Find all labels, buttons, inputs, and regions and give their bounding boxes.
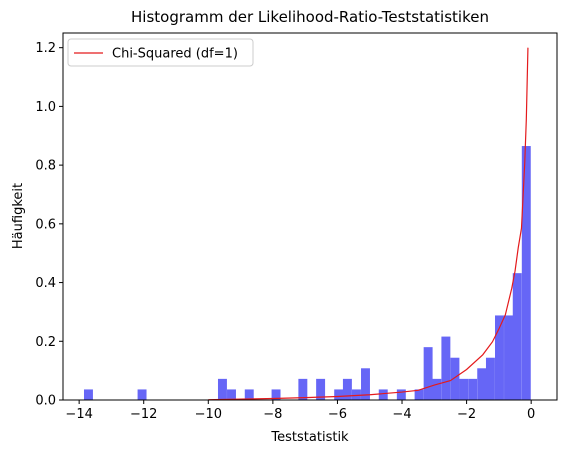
histogram-bar [485,357,495,400]
histogram-bar [227,389,236,400]
y-tick-label: 0.6 [35,217,56,232]
histogram-bar [441,336,451,400]
histogram-bar [137,389,147,400]
histogram-bar [316,378,326,400]
x-tick-label: −14 [65,407,92,422]
histogram-bar [432,378,442,400]
x-axis-ticks: −14 −12 −10 −8 −6 −4 −2 0 [65,400,535,422]
histogram-bar [504,315,513,400]
histogram-bar [244,389,254,400]
x-tick-label: −8 [263,407,282,422]
histogram-bar [217,378,227,400]
histogram-bar [298,378,308,400]
histogram-bar [450,357,460,400]
histogram-bars [83,146,531,400]
y-tick-label: 0.4 [35,276,56,291]
plot-frame [62,32,558,401]
x-tick-label: −12 [130,407,157,422]
histogram-bar [361,368,370,400]
chart-title: Histogramm der Likelihood-Ratio-Teststat… [131,8,489,26]
chi-squared-curve-group [208,47,529,401]
histogram-bar [495,315,504,400]
histogram-bar [271,389,281,400]
y-tick-label: 1.2 [35,41,56,56]
histogram-bar [477,368,487,400]
histogram-bar [512,273,522,400]
histogram-bar [423,347,433,400]
x-axis-label: Teststatistik [270,430,349,445]
y-tick-label: 0.2 [35,335,56,350]
x-tick-label: −10 [195,407,222,422]
x-tick-label: −4 [392,407,411,422]
histogram-bar [378,389,388,400]
histogram-bar [468,378,478,400]
y-tick-label: 0.8 [35,159,56,174]
histogram-bar [334,389,344,400]
histogram-bar [459,378,469,400]
histogram-bar [83,389,93,400]
histogram-bar [351,389,361,400]
x-tick-label: 0 [527,407,535,422]
y-axis-label: Häufigkeit [11,183,26,249]
legend: Chi-Squared (df=1) [67,38,254,67]
histogram-bar [414,389,424,400]
x-tick-label: −6 [328,407,347,422]
legend-label: Chi-Squared (df=1) [112,47,238,62]
y-axis-ticks: 0.0 0.2 0.4 0.6 0.8 1.0 1.2 [35,41,63,409]
histogram-bar [396,389,406,400]
histogram-bar [521,146,531,400]
chi-squared-line [208,47,529,401]
histogram-bar [342,378,352,400]
legend-box [67,38,254,67]
y-tick-label: 0.0 [35,394,56,409]
y-tick-label: 1.0 [35,100,56,115]
x-tick-label: −2 [457,407,476,422]
